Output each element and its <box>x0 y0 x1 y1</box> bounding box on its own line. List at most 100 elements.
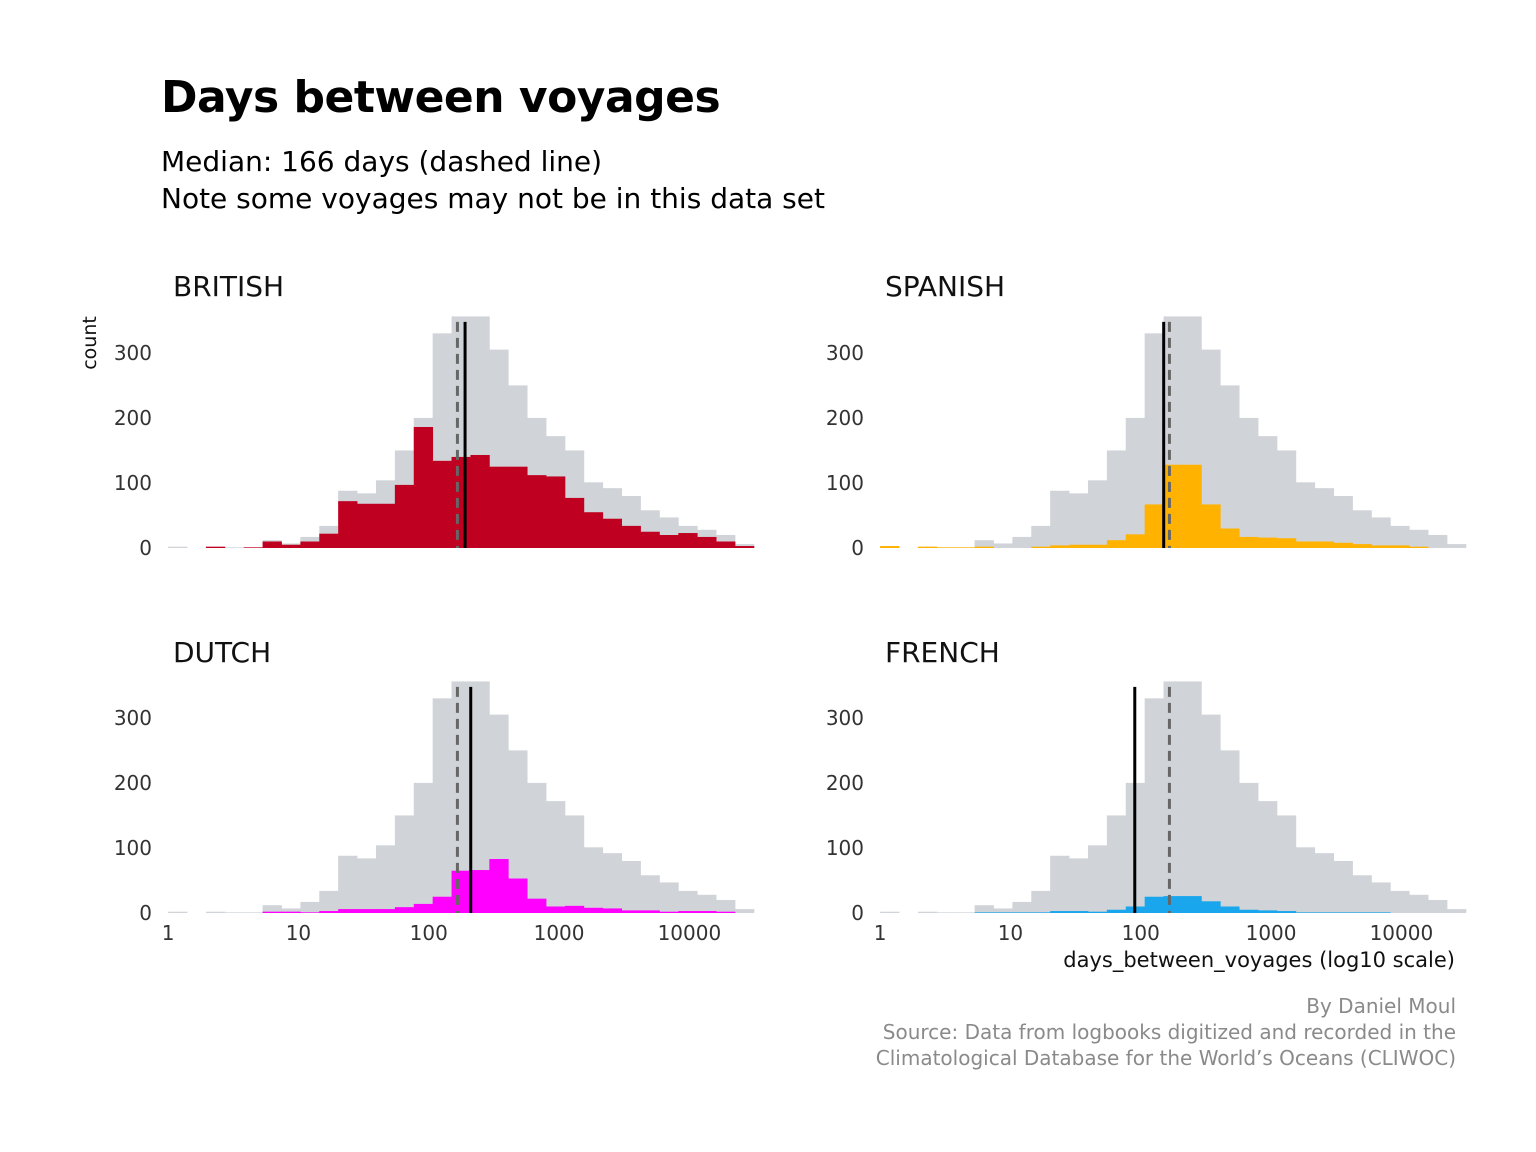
bar <box>1352 912 1372 913</box>
bar <box>1314 541 1335 548</box>
bar <box>583 907 604 913</box>
background-bar <box>1446 909 1467 913</box>
bar <box>1050 911 1070 913</box>
bar <box>1276 538 1297 548</box>
y-tick-label: 100 <box>826 836 864 860</box>
bar <box>880 546 900 548</box>
bar <box>1239 909 1259 913</box>
bar <box>1258 537 1278 548</box>
background-bar <box>621 860 641 913</box>
background-bar <box>357 858 377 913</box>
bar <box>357 909 377 913</box>
bar <box>640 910 660 913</box>
background-bar <box>1031 525 1051 548</box>
bar <box>1239 536 1259 548</box>
chart-subtitle-line-1: Median: 166 days (dashed line) <box>161 145 603 178</box>
y-tick-label: 0 <box>851 901 864 925</box>
bar <box>1295 912 1316 913</box>
bar <box>451 456 471 548</box>
background-bar <box>734 544 755 548</box>
background-bar <box>1106 815 1127 913</box>
bar <box>716 911 736 913</box>
bar <box>546 476 566 548</box>
background-bar <box>583 847 604 913</box>
y-tick-label: 200 <box>826 406 864 430</box>
bar <box>300 541 320 548</box>
bar <box>697 536 717 548</box>
background-bar <box>1371 517 1391 548</box>
x-tick-label: 1 <box>874 921 887 945</box>
background-bar <box>224 912 245 913</box>
panel-british: BRITISH 0 100 200 300 count <box>79 270 755 560</box>
bar <box>243 547 263 548</box>
background-bar <box>300 901 320 913</box>
bar <box>1106 540 1127 548</box>
bar <box>413 427 434 548</box>
bar <box>1031 546 1051 548</box>
y-tick-label: 300 <box>826 706 864 730</box>
bar <box>955 547 975 548</box>
background-bar <box>262 905 282 913</box>
panel-title: FRENCH <box>885 636 1000 669</box>
background-bar <box>936 912 957 913</box>
background-bar <box>974 905 994 913</box>
bar <box>508 878 528 913</box>
bar <box>1087 911 1108 913</box>
background-bar <box>1087 845 1108 913</box>
bar <box>583 512 604 548</box>
y-tick-label: 200 <box>114 771 152 795</box>
x-tick-label: 10 <box>998 921 1023 945</box>
background-bar <box>1390 890 1410 913</box>
background-bar <box>1106 450 1127 548</box>
bar <box>1276 911 1297 913</box>
background-bar <box>917 911 938 913</box>
panel-spanish: SPANISH 0 100 200 300 <box>826 270 1467 560</box>
y-tick-label: 0 <box>139 536 152 560</box>
y-tick-label: 200 <box>826 771 864 795</box>
background-bar <box>678 890 698 913</box>
bar <box>1031 912 1051 913</box>
bar <box>936 547 957 548</box>
background-bar <box>1201 714 1221 913</box>
bar <box>697 911 717 913</box>
y-tick-label: 300 <box>114 341 152 365</box>
background-bar <box>168 911 188 913</box>
bar <box>205 546 226 548</box>
bar <box>262 911 282 913</box>
background-bar <box>993 543 1013 548</box>
bar <box>564 497 585 548</box>
bar <box>1371 545 1391 548</box>
background-bar <box>1276 450 1297 548</box>
bar <box>281 911 301 913</box>
panel-title: SPANISH <box>885 270 1005 303</box>
bar <box>262 541 282 548</box>
bar <box>451 870 471 913</box>
x-tick-label: 1 <box>162 921 175 945</box>
bar <box>1125 534 1146 548</box>
background-bar <box>1239 417 1259 548</box>
background-bar <box>1220 385 1240 548</box>
background-bar <box>1258 436 1278 548</box>
bar <box>375 503 396 548</box>
bar <box>1333 912 1353 913</box>
bar <box>546 906 566 913</box>
background-bar <box>1144 333 1164 548</box>
background-bar <box>470 681 490 913</box>
bar <box>375 909 396 913</box>
bar <box>1050 545 1070 548</box>
background-bar <box>1050 855 1070 913</box>
bar <box>527 475 547 548</box>
bar <box>432 460 452 548</box>
background-bar <box>281 908 301 913</box>
background-bar <box>1295 482 1316 548</box>
bar <box>1220 528 1240 548</box>
chart-subtitle-line-2: Note some voyages may not be in this dat… <box>161 182 825 215</box>
bar <box>1371 912 1391 913</box>
bar <box>1295 541 1316 548</box>
background-bar <box>1069 493 1089 548</box>
bar <box>1163 896 1183 913</box>
bar <box>640 531 660 548</box>
y-tick-label: 100 <box>114 836 152 860</box>
bar <box>413 903 434 913</box>
background-bar <box>243 912 263 913</box>
